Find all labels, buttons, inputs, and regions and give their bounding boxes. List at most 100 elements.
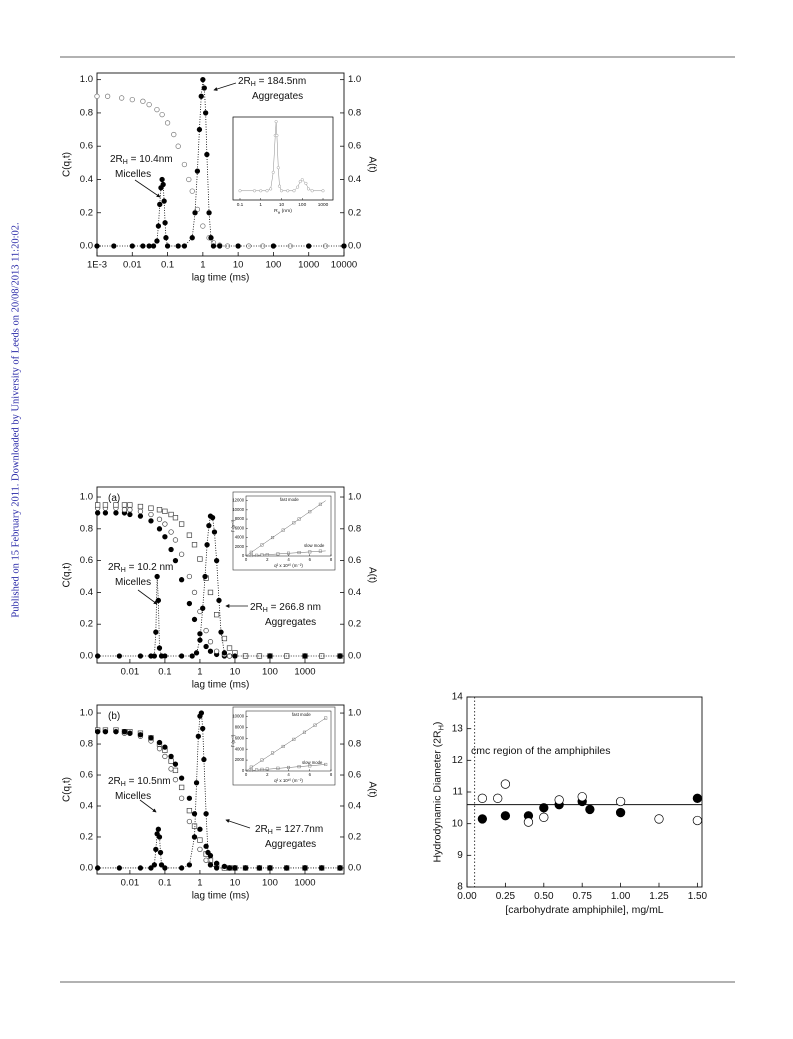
data-point: [267, 653, 273, 659]
data-point: [341, 243, 347, 249]
data-point: [500, 779, 511, 789]
y2-tick-label: 1.0: [348, 708, 361, 719]
y2-tick-label: 0.4: [348, 587, 361, 598]
data-point: [156, 507, 163, 513]
y-tick-label: 12000: [232, 498, 244, 503]
data-point: [159, 176, 165, 183]
data-point: [202, 573, 208, 580]
y2-tick-label: 0.0: [348, 651, 361, 662]
annotation-part: Aggregates: [252, 91, 303, 102]
annotation: slow mode: [302, 760, 323, 765]
x-tick-label: 1: [200, 260, 205, 271]
y-tick-label: 0.4: [80, 801, 93, 812]
data-point: [140, 98, 146, 104]
data-point: [94, 243, 100, 249]
data-point: [203, 110, 209, 116]
data-point: [94, 93, 100, 99]
x-axis-label-part: R: [274, 208, 278, 214]
data-point: [178, 795, 185, 801]
data-point: [654, 814, 664, 824]
data-point: [191, 616, 198, 623]
x-axis-label: [carbohydrate amphiphile], mg/mL: [505, 905, 663, 916]
data-point: [156, 746, 163, 752]
data-point: [554, 795, 564, 805]
y-tick-label: 14: [452, 692, 464, 703]
x-tick-label: 0.1: [161, 260, 174, 271]
data-point: [302, 653, 308, 659]
data-point: [292, 189, 296, 193]
data-point: [235, 243, 241, 249]
data-point: [577, 792, 587, 802]
data-point: [203, 857, 209, 863]
y2-axis-label: A(t): [366, 156, 377, 172]
x-tick-label: 1000: [298, 260, 319, 271]
annotation: fast mode: [292, 712, 311, 717]
y-tick-label: 8000: [235, 516, 245, 521]
y-tick-label: 0: [242, 768, 245, 773]
data-point: [205, 849, 211, 856]
data-point: [585, 804, 595, 815]
data-point: [102, 502, 109, 508]
y-axis-label: C(q,t): [62, 152, 73, 177]
data-point: [296, 185, 300, 189]
data-point: [94, 510, 101, 516]
data-point: [216, 597, 222, 604]
data-point: [178, 865, 185, 871]
x-tick-label: 0.01: [121, 667, 140, 678]
x-tick-label: 1000: [318, 202, 329, 208]
data-point: [337, 653, 343, 659]
annotation-part: Micelles: [115, 577, 151, 588]
data-point: [256, 865, 263, 871]
x-tick-label: 0.00: [457, 891, 477, 902]
annotation-part: slow mode: [302, 760, 323, 765]
data-point: [175, 243, 181, 249]
data-point: [168, 546, 174, 553]
data-point: [94, 653, 101, 659]
x-axis-label: lag time (ms): [192, 680, 250, 691]
data-point: [207, 639, 214, 645]
data-point: [156, 516, 163, 522]
x-tick-label: 4: [287, 557, 290, 562]
data-point: [164, 120, 171, 126]
data-point: [119, 95, 125, 101]
data-point: [307, 187, 311, 191]
annotation-part: = 10.2 nm: [126, 562, 174, 573]
y2-tick-label: 0.2: [348, 207, 361, 218]
data-point: [253, 189, 257, 193]
data-point: [259, 189, 263, 193]
plot-frame: [232, 116, 334, 201]
data-point: [615, 796, 626, 807]
series-line: [97, 515, 341, 657]
data-point: [156, 834, 163, 840]
x-tick-label: 1.00: [611, 891, 631, 902]
data-point: [197, 631, 203, 637]
data-point: [102, 728, 109, 735]
data-point: [203, 811, 209, 817]
x-tick-label: 100: [262, 878, 278, 889]
y2-tick-label: 0.0: [348, 862, 361, 873]
data-point: [137, 732, 144, 738]
data-point: [203, 843, 209, 849]
x-tick-label: 0.1: [158, 878, 171, 889]
data-point: [271, 751, 275, 755]
y-tick-label: 12: [452, 755, 464, 766]
data-point: [201, 85, 207, 91]
data-point: [151, 653, 158, 659]
data-point: [204, 151, 210, 158]
annotation: 2RH = 10.5nm: [108, 776, 171, 789]
x-tick-label: 1000: [294, 878, 315, 889]
data-point: [277, 184, 281, 188]
data-point: [113, 510, 119, 516]
data-point: [137, 513, 144, 519]
data-point: [127, 507, 133, 513]
data-point: [137, 653, 144, 659]
y-tick-label: 11: [452, 787, 463, 798]
y-tick-label: 0.6: [80, 555, 93, 566]
x-tick-label: 0.1: [158, 667, 171, 678]
data-point: [274, 120, 278, 124]
data-point: [148, 865, 154, 871]
y2-tick-label: 0.2: [348, 831, 361, 842]
y-tick-label: 0.6: [80, 141, 93, 152]
annotation: (a): [108, 493, 120, 504]
data-point: [154, 573, 160, 580]
